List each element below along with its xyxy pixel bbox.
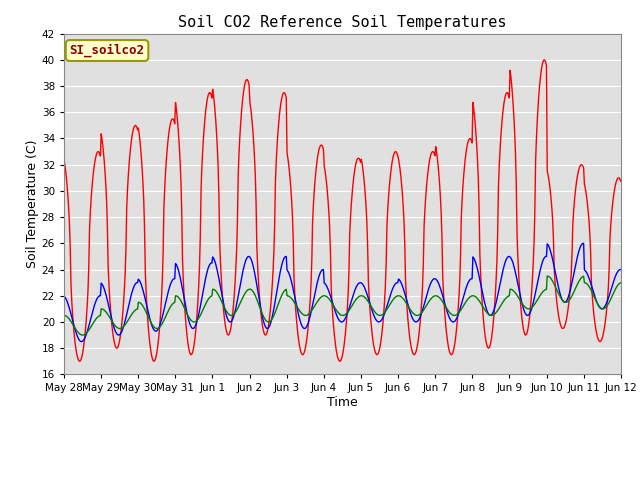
Ref_ST -8cm	[78, 339, 86, 345]
Ref_ST -2cm	[411, 312, 419, 318]
Ref_ST -16cm	[60, 156, 68, 162]
Ref_ST -8cm	[128, 289, 136, 295]
Text: SI_soilco2: SI_soilco2	[70, 44, 145, 57]
Ref_ST -2cm	[543, 273, 551, 279]
Ref_ST -2cm	[428, 296, 435, 301]
Ref_ST -2cm	[70, 324, 78, 329]
Ref_ST -16cm	[214, 145, 221, 151]
Ref_ST -8cm	[60, 293, 68, 299]
Ref_ST -16cm	[184, 340, 192, 346]
Ref_ST -16cm	[617, 178, 625, 184]
Ref_ST -16cm	[540, 57, 548, 63]
Ref_ST -2cm	[79, 332, 86, 338]
Ref_ST -2cm	[617, 280, 625, 286]
Ref_ST -16cm	[70, 330, 78, 336]
Ref_ST -8cm	[617, 267, 625, 273]
Ref_ST -2cm	[60, 312, 68, 318]
Ref_ST -2cm	[214, 291, 222, 297]
Ref_ST -2cm	[185, 314, 193, 320]
Ref_ST -8cm	[185, 317, 193, 323]
Ref_ST -16cm	[411, 351, 419, 357]
Line: Ref_ST -2cm: Ref_ST -2cm	[64, 276, 621, 335]
Line: Ref_ST -8cm: Ref_ST -8cm	[64, 243, 621, 342]
Ref_ST -8cm	[214, 272, 222, 277]
Ref_ST -8cm	[580, 240, 588, 246]
Ref_ST -16cm	[428, 151, 435, 157]
Ref_ST -8cm	[70, 323, 78, 329]
Ref_ST -2cm	[128, 311, 136, 317]
Line: Ref_ST -16cm: Ref_ST -16cm	[64, 60, 621, 361]
X-axis label: Time: Time	[327, 396, 358, 409]
Title: Soil CO2 Reference Soil Temperatures: Soil CO2 Reference Soil Temperatures	[178, 15, 507, 30]
Ref_ST -16cm	[336, 359, 344, 364]
Y-axis label: Soil Temperature (C): Soil Temperature (C)	[26, 140, 39, 268]
Ref_ST -16cm	[127, 138, 135, 144]
Ref_ST -8cm	[411, 319, 419, 324]
Ref_ST -8cm	[428, 279, 435, 285]
